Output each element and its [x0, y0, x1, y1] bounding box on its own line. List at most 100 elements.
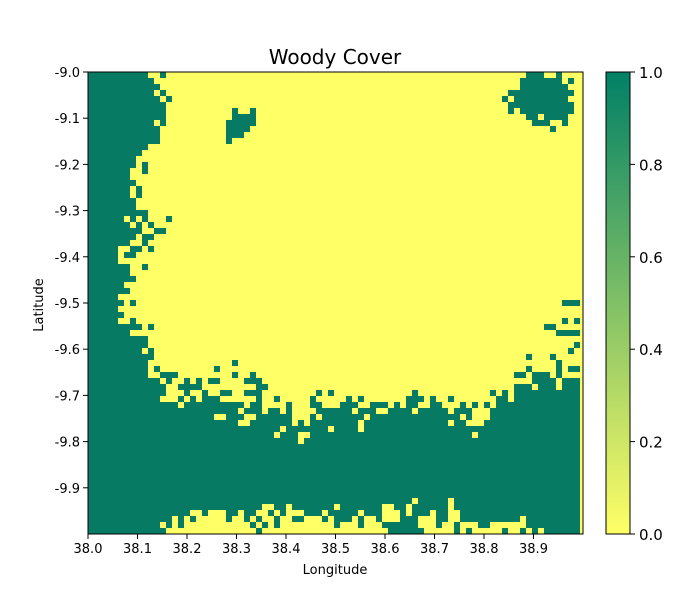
woody-cell	[160, 108, 166, 114]
woody-cell	[100, 420, 106, 426]
woody-cell	[100, 450, 106, 456]
woody-cell	[106, 240, 112, 246]
woody-cell	[148, 468, 154, 474]
woody-cell	[106, 396, 112, 402]
woody-cell	[94, 270, 100, 276]
woody-cell	[382, 444, 388, 450]
woody-cell	[190, 498, 196, 504]
woody-cell	[94, 306, 100, 312]
woody-cell	[556, 450, 562, 456]
woody-cell	[118, 468, 124, 474]
woody-cell	[538, 474, 544, 480]
woody-cell	[136, 522, 142, 528]
woody-cell	[304, 444, 310, 450]
woody-cell	[106, 216, 112, 222]
woody-cell	[232, 114, 238, 120]
woody-cell	[94, 144, 100, 150]
woody-cell	[118, 504, 124, 510]
woody-cell	[88, 114, 94, 120]
woody-cell	[574, 384, 580, 390]
woody-cell	[238, 498, 244, 504]
woody-cell	[286, 486, 292, 492]
woody-cell	[124, 192, 130, 198]
woody-cell	[502, 462, 508, 468]
x-tick-label: 38.0	[74, 542, 103, 557]
woody-cell	[100, 264, 106, 270]
woody-cell	[118, 414, 124, 420]
woody-cell	[88, 312, 94, 318]
woody-cell	[94, 234, 100, 240]
woody-cell	[466, 438, 472, 444]
woody-cell	[124, 102, 130, 108]
woody-cell	[418, 444, 424, 450]
woody-cell	[154, 366, 160, 372]
woody-cell	[496, 426, 502, 432]
woody-cell	[124, 120, 130, 126]
woody-cell	[130, 300, 136, 306]
woody-cell	[160, 504, 166, 510]
woody-cell	[148, 120, 154, 126]
woody-cell	[568, 510, 574, 516]
woody-cell	[568, 468, 574, 474]
woody-cell	[448, 432, 454, 438]
woody-cell	[562, 102, 568, 108]
woody-cell	[262, 420, 268, 426]
woody-cell	[358, 492, 364, 498]
woody-cell	[100, 342, 106, 348]
woody-cell	[256, 426, 262, 432]
woody-cell	[190, 516, 196, 522]
woody-cell	[94, 408, 100, 414]
woody-cell	[370, 474, 376, 480]
woody-cell	[142, 450, 148, 456]
woody-cell	[316, 438, 322, 444]
woody-cell	[136, 84, 142, 90]
woody-cell	[106, 144, 112, 150]
woody-cell	[166, 216, 172, 222]
woody-cell	[148, 126, 154, 132]
woody-cell	[184, 420, 190, 426]
woody-cell	[130, 498, 136, 504]
colorbar-tick-label: 0.8	[639, 156, 663, 174]
woody-cell	[508, 474, 514, 480]
woody-cell	[478, 462, 484, 468]
woody-cell	[100, 132, 106, 138]
woody-cell	[496, 486, 502, 492]
woody-cell	[304, 468, 310, 474]
woody-cell	[208, 396, 214, 402]
woody-cell	[322, 432, 328, 438]
woody-cell	[100, 150, 106, 156]
woody-cell	[178, 456, 184, 462]
woody-cell	[202, 486, 208, 492]
woody-cell	[106, 510, 112, 516]
woody-cell	[112, 318, 118, 324]
woody-cell	[238, 468, 244, 474]
woody-cell	[538, 420, 544, 426]
woody-cell	[568, 462, 574, 468]
woody-cell	[154, 96, 160, 102]
woody-cell	[130, 378, 136, 384]
woody-cell	[454, 528, 460, 534]
woody-cell	[568, 438, 574, 444]
woody-cell	[346, 420, 352, 426]
woody-cell	[568, 498, 574, 504]
woody-cell	[100, 522, 106, 528]
woody-cell	[124, 384, 130, 390]
woody-cell	[424, 510, 430, 516]
woody-cell	[142, 510, 148, 516]
woody-cell	[274, 450, 280, 456]
woody-cell	[454, 456, 460, 462]
woody-cell	[142, 420, 148, 426]
woody-cell	[136, 432, 142, 438]
woody-cell	[556, 396, 562, 402]
woody-cell	[274, 426, 280, 432]
woody-cell	[196, 468, 202, 474]
woody-cell	[454, 498, 460, 504]
woody-cell	[496, 510, 502, 516]
woody-cell	[292, 498, 298, 504]
woody-cell	[484, 498, 490, 504]
woody-cell	[304, 498, 310, 504]
woody-cell	[220, 444, 226, 450]
woody-cell	[112, 294, 118, 300]
woody-cell	[514, 480, 520, 486]
woody-cell	[88, 294, 94, 300]
